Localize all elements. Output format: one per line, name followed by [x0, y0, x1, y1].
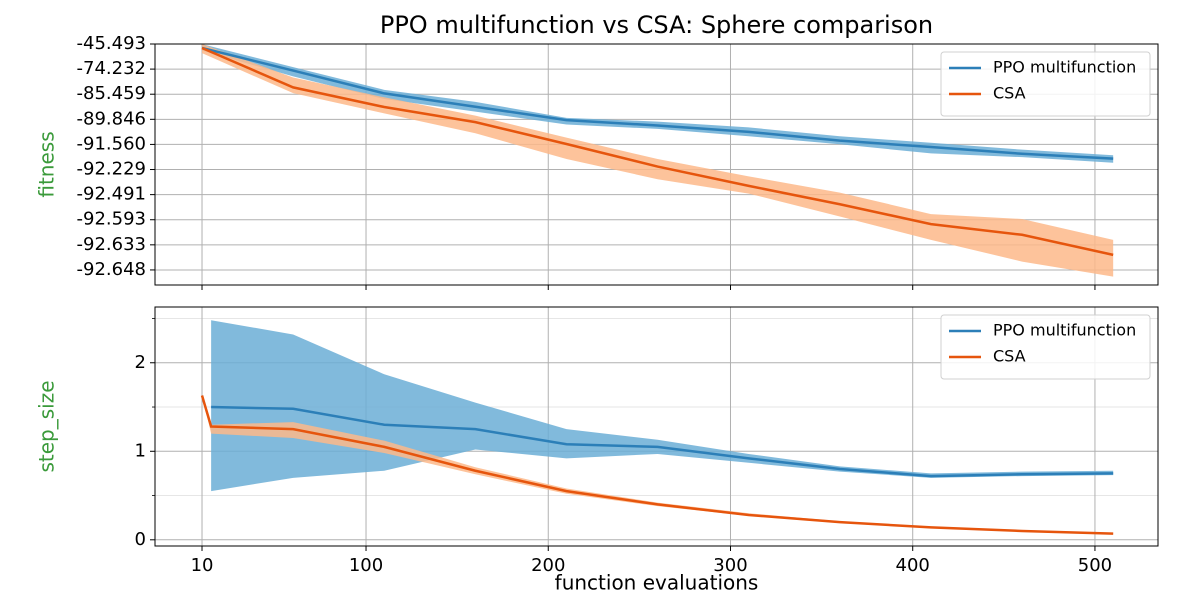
plot-frame: [154, 306, 1159, 547]
legend-label: PPO multifunction: [993, 58, 1136, 77]
y-tick-label: -92.633: [77, 234, 146, 255]
series-line: [201, 46, 1114, 257]
legend-label: CSA: [993, 84, 1026, 103]
subplot: PPO multifunction vs CSA: Sphere compari…: [35, 11, 1159, 290]
x-tick-label: 100: [349, 555, 383, 576]
x-tick-label: 10: [191, 555, 214, 576]
legend-label: PPO multifunction: [993, 321, 1136, 340]
y-tick-label: -92.648: [77, 259, 146, 280]
y-tick-label: -74.232: [77, 58, 146, 79]
y-tick-label: -45.493: [77, 33, 146, 54]
confidence-band: [202, 44, 1114, 163]
series-line: [201, 46, 1114, 160]
legend-box: [940, 51, 1151, 117]
confidence-band: [202, 44, 1114, 277]
confidence-band: [211, 320, 1114, 492]
subplot: 0 1 2 10 100 200 300 400 500 PPO multifunction CSA…: [35, 306, 1159, 595]
y-tick-label: -92.229: [77, 159, 146, 180]
y-tick-label: -89.846: [77, 108, 146, 129]
series-line: [211, 405, 1114, 478]
y-tick-label: -92.593: [77, 209, 146, 230]
x-tick-label: 400: [896, 555, 930, 576]
x-tick-label: 500: [1078, 555, 1112, 576]
plot-frame: [154, 43, 1159, 286]
y-tick-label: -85.459: [77, 83, 146, 104]
legend-label: CSA: [993, 347, 1026, 366]
y-tick-label: 1: [135, 440, 146, 461]
y-axis-label: fitness: [35, 131, 59, 197]
y-tick-label: -92.491: [77, 184, 146, 205]
y-tick-label: 2: [135, 352, 146, 373]
y-axis-label: step_size: [35, 380, 59, 472]
x-axis-label: function evaluations: [555, 571, 759, 595]
legend-box: [940, 314, 1151, 380]
chart-title: PPO multifunction vs CSA: Sphere compari…: [380, 11, 933, 39]
series-line: [200, 395, 1114, 535]
x-tick-label: 200: [531, 555, 565, 576]
y-tick-label: -91.560: [77, 133, 146, 154]
y-tick-label: 0: [135, 529, 146, 550]
x-tick-label: 300: [713, 555, 747, 576]
